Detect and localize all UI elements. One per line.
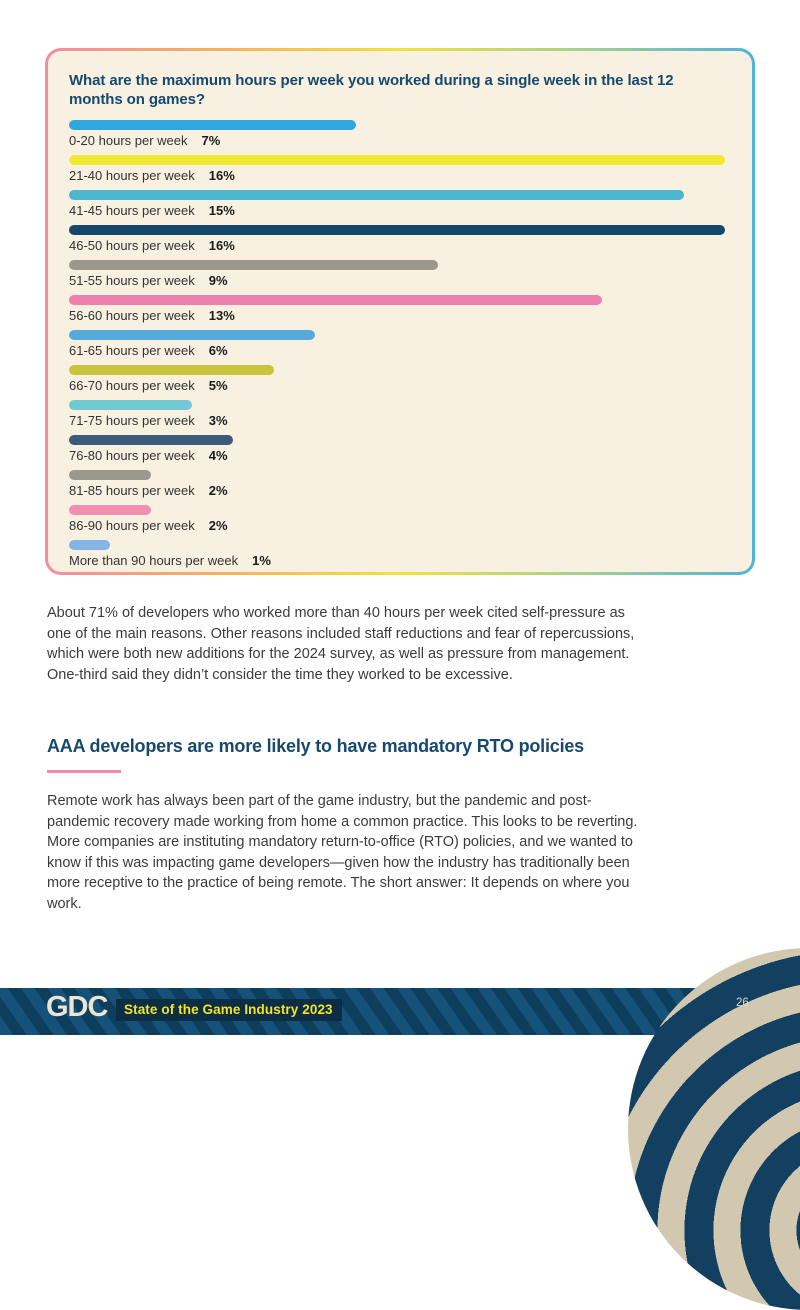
bar-caption: 46-50 hours per week 16%: [69, 238, 725, 254]
bar-fill: [69, 435, 233, 445]
bar-fill: [69, 155, 725, 165]
bar-fill: [69, 190, 684, 200]
section-heading-rto: AAA developers are more likely to have m…: [47, 736, 584, 756]
bar-track: [69, 120, 725, 130]
bar-track: [69, 365, 725, 375]
bar-value-label: 13%: [208, 308, 235, 323]
chart-card: What are the maximum hours per week you …: [48, 51, 752, 572]
bar-caption: 86-90 hours per week 2%: [69, 518, 725, 534]
bar-value-label: 15%: [208, 203, 235, 218]
bar-category-label: 56-60 hours per week: [69, 308, 195, 323]
bar-category-label: 81-85 hours per week: [69, 483, 195, 498]
bar-row: 0-20 hours per week 7%: [69, 120, 725, 155]
bar-fill: [69, 120, 356, 130]
bar-value-label: 16%: [208, 238, 235, 253]
bar-fill: [69, 505, 151, 515]
bar-value-label: 2%: [208, 518, 228, 533]
bar-track: [69, 330, 725, 340]
bar-value-label: 5%: [208, 378, 228, 393]
bar-fill: [69, 260, 438, 270]
bar-value-label: 3%: [208, 413, 228, 428]
bar-category-label: 41-45 hours per week: [69, 203, 195, 218]
page-number: 26: [736, 997, 749, 1009]
bar-fill: [69, 330, 315, 340]
bar-row: More than 90 hours per week 1%: [69, 540, 725, 575]
chart-card-border: What are the maximum hours per week you …: [45, 48, 755, 575]
chart-title: What are the maximum hours per week you …: [69, 72, 674, 108]
bar-value-label: 4%: [208, 448, 228, 463]
report-title-badge: State of the Game Industry 2023: [116, 999, 342, 1021]
paragraph-remote-work: Remote work has always been part of the …: [47, 793, 638, 912]
bar-category-label: 51-55 hours per week: [69, 273, 195, 288]
bar-fill: [69, 400, 192, 410]
bar-row: 41-45 hours per week 15%: [69, 190, 725, 225]
bar-caption: 56-60 hours per week 13%: [69, 308, 725, 324]
bar-track: [69, 470, 725, 480]
bar-caption: 21-40 hours per week 16%: [69, 168, 725, 184]
bar-caption: 81-85 hours per week 2%: [69, 483, 725, 499]
bar-value-label: 9%: [208, 273, 228, 288]
bar-value-label: 1%: [252, 553, 271, 568]
bar-caption: 76-80 hours per week 4%: [69, 448, 725, 464]
bar-fill: [69, 540, 110, 550]
bar-category-label: 66-70 hours per week: [69, 378, 195, 393]
bar-value-label: 2%: [208, 483, 228, 498]
bar-category-label: 46-50 hours per week: [69, 238, 195, 253]
bar-category-label: 71-75 hours per week: [69, 413, 195, 428]
bar-track: [69, 435, 725, 445]
bar-row: 66-70 hours per week 5%: [69, 365, 725, 400]
bar-category-label: 86-90 hours per week: [69, 518, 195, 533]
bar-row: 71-75 hours per week 3%: [69, 400, 725, 435]
bar-row: 76-80 hours per week 4%: [69, 435, 725, 470]
bar-row: 46-50 hours per week 16%: [69, 225, 725, 260]
bar-caption: 71-75 hours per week 3%: [69, 413, 725, 429]
bar-category-label: More than 90 hours per week: [69, 553, 239, 568]
bar-track: [69, 190, 725, 200]
bar-value-label: 6%: [208, 343, 228, 358]
bar-fill: [69, 225, 725, 235]
bar-category-label: 0-20 hours per week: [69, 133, 188, 148]
bar-chart: 0-20 hours per week 7% 21-40 hours per wee…: [69, 120, 725, 575]
bar-value-label: 16%: [208, 168, 235, 183]
bar-category-label: 61-65 hours per week: [69, 343, 195, 358]
bar-fill: [69, 365, 274, 375]
bar-caption: 51-55 hours per week 9%: [69, 273, 725, 289]
bar-track: [69, 540, 725, 550]
bar-caption: 41-45 hours per week 15%: [69, 203, 725, 219]
paragraph-overtime-reasons: About 71% of developers who worked more …: [47, 605, 635, 683]
bar-track: [69, 155, 725, 165]
heading-underline-accent: [47, 770, 121, 773]
bar-caption: More than 90 hours per week 1%: [69, 553, 725, 569]
bar-track: [69, 505, 725, 515]
bar-track: [69, 400, 725, 410]
bar-track: [69, 225, 725, 235]
bar-row: 56-60 hours per week 13%: [69, 295, 725, 330]
bar-value-label: 7%: [201, 133, 221, 148]
bar-track: [69, 260, 725, 270]
bar-row: 86-90 hours per week 2%: [69, 505, 725, 540]
bar-fill: [69, 295, 602, 305]
bar-category-label: 21-40 hours per week: [69, 168, 195, 183]
bar-track: [69, 295, 725, 305]
bar-row: 81-85 hours per week 2%: [69, 470, 725, 505]
bar-row: 61-65 hours per week 6%: [69, 330, 725, 365]
bar-row: 21-40 hours per week 16%: [69, 155, 725, 190]
bar-row: 51-55 hours per week 9%: [69, 260, 725, 295]
bar-caption: 0-20 hours per week 7%: [69, 133, 725, 149]
bar-caption: 66-70 hours per week 5%: [69, 378, 725, 394]
bar-category-label: 76-80 hours per week: [69, 448, 195, 463]
bar-caption: 61-65 hours per week 6%: [69, 343, 725, 359]
bar-fill: [69, 470, 151, 480]
gdc-logo: GDC: [46, 991, 108, 1023]
